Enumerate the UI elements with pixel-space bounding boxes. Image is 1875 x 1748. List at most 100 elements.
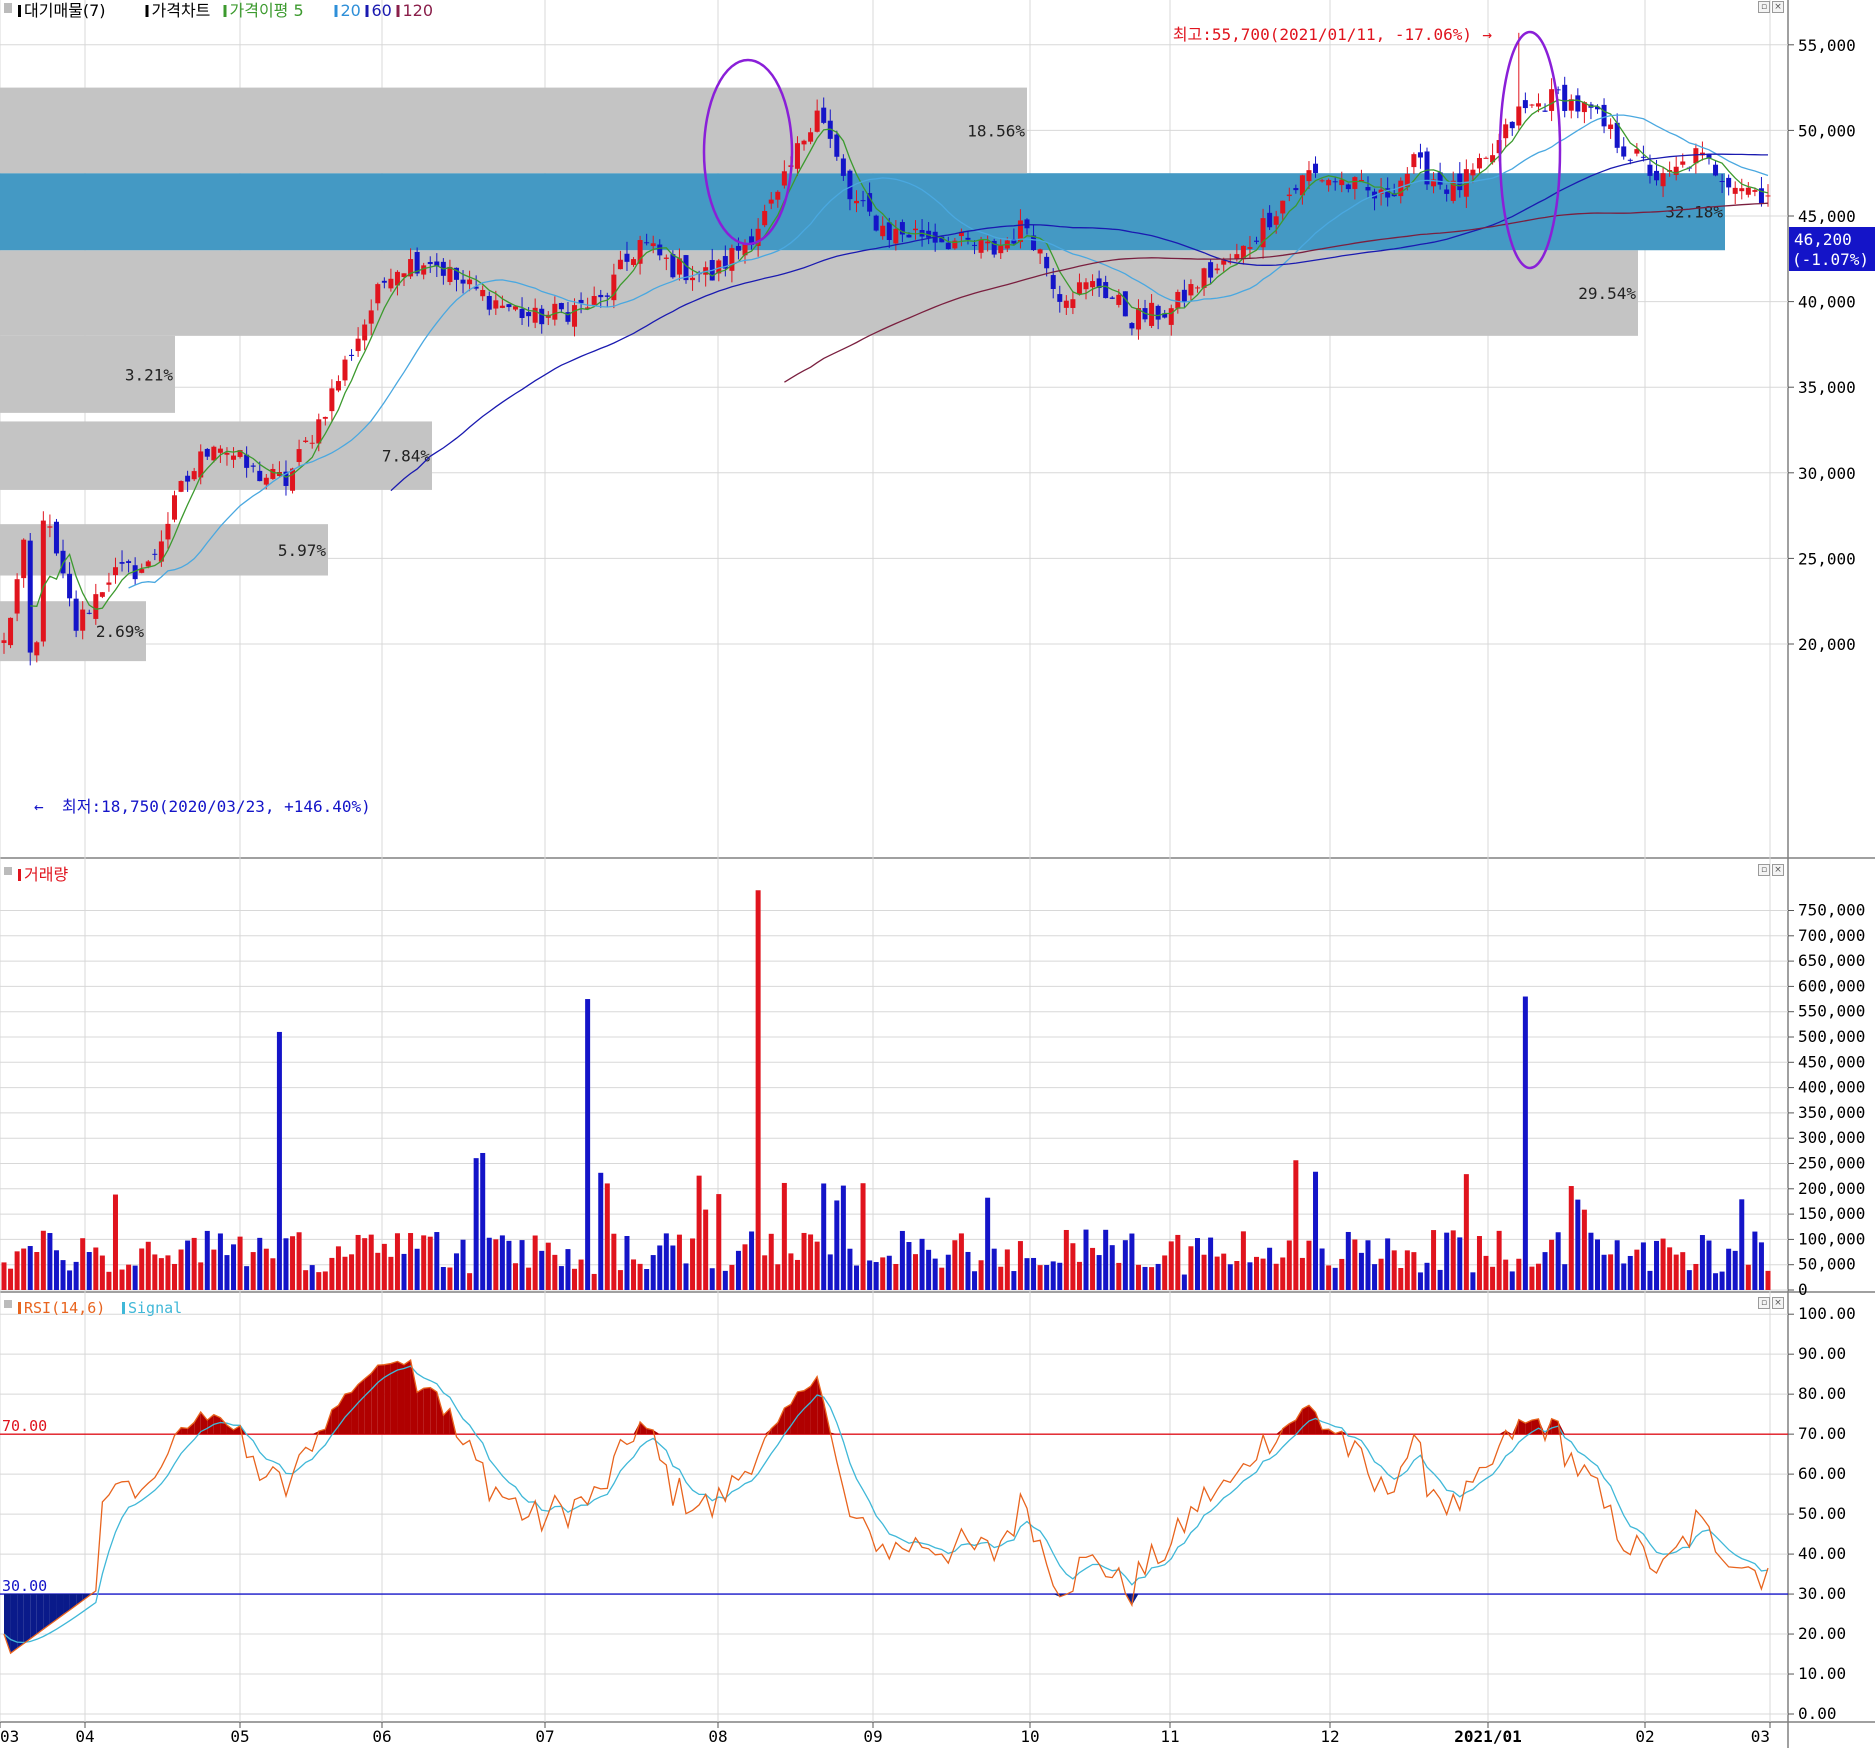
rsi-overbought-fill [410, 1360, 418, 1435]
candle-body [408, 259, 414, 277]
candle-body [178, 481, 184, 492]
price-panel-close-button[interactable]: × [1772, 1, 1784, 13]
volume-bar [1227, 1264, 1233, 1290]
volume-bar [237, 1236, 243, 1290]
volume-bar [532, 1235, 538, 1290]
volume-tick-label: 400,000 [1798, 1078, 1865, 1097]
candle-body [873, 215, 879, 231]
rsi-oversold-fill [63, 1594, 70, 1615]
volume-bar [204, 1230, 210, 1290]
ma5-line [30, 99, 1769, 610]
volume-bar [1588, 1232, 1594, 1290]
volume-bar [198, 1262, 204, 1290]
volume-bar [716, 1194, 722, 1290]
volume-bar [178, 1249, 184, 1290]
candle-body [611, 274, 617, 301]
volume-bar [1365, 1240, 1371, 1290]
candle-body [1660, 173, 1666, 187]
rsi-panel-close-button[interactable]: × [1772, 1297, 1784, 1309]
volume-bar [631, 1259, 637, 1290]
highlight-circle [702, 58, 794, 246]
volume-bar [1745, 1264, 1751, 1290]
volume-bar [1667, 1247, 1673, 1290]
volume-bar [998, 1266, 1004, 1290]
candle-body [604, 295, 610, 297]
volume-bar [867, 1260, 873, 1290]
rsi-overbought-fill [830, 1432, 837, 1435]
candle-body [978, 239, 984, 253]
candle-body [683, 255, 689, 281]
candle-body [1509, 121, 1515, 129]
volume-bar [545, 1242, 551, 1290]
candle-body [1168, 308, 1174, 325]
volume-bar [1522, 996, 1528, 1290]
volume-bar [1096, 1255, 1102, 1290]
volume-bar [349, 1254, 355, 1290]
volume-bar [231, 1244, 237, 1290]
candle-body [808, 132, 814, 142]
candle-body [1457, 173, 1463, 191]
rsi-overbought-fill [1302, 1405, 1309, 1435]
candle-body [1332, 181, 1338, 183]
candle-body [572, 305, 578, 327]
candle-body [237, 450, 243, 457]
volume-bar [80, 1238, 86, 1290]
volume-bar [794, 1259, 800, 1290]
candle-body [506, 304, 512, 308]
candle-body [585, 307, 591, 309]
volume-bar [145, 1241, 151, 1290]
price-tick-label: 35,000 [1798, 378, 1856, 397]
volume-bar [808, 1234, 814, 1290]
rsi-tick-label: 60.00 [1798, 1464, 1846, 1483]
low-arrow: ← [34, 797, 44, 816]
volume-panel-minimize-button[interactable]: ▫ [1758, 864, 1770, 876]
rsi-overbought-fill [1525, 1420, 1532, 1435]
volume-profile-percent: 29.54% [1578, 284, 1636, 303]
rsi-panel-minimize-button[interactable]: ▫ [1758, 1297, 1770, 1309]
volume-bar [126, 1264, 132, 1290]
rsi-overbought-fill [1282, 1423, 1290, 1435]
volume-profile-percent: 2.69% [96, 622, 145, 641]
candle-body [1057, 294, 1063, 302]
volume-bar [394, 1233, 400, 1290]
candle-body [1247, 247, 1253, 249]
x-tick-label: 02 [1635, 1727, 1654, 1746]
candle-body [1273, 216, 1279, 225]
volume-bar [768, 1233, 774, 1290]
rsi-overbought-fill [233, 1425, 241, 1435]
candle-body [591, 296, 597, 305]
volume-bar [637, 1263, 643, 1290]
volume-bar [880, 1257, 886, 1290]
volume-bar [40, 1230, 46, 1290]
volume-bar [316, 1272, 322, 1290]
volume-bar [14, 1251, 20, 1290]
candle-body [309, 442, 315, 444]
volume-bar [945, 1254, 951, 1290]
candle-body [191, 471, 197, 480]
volume-bar [1673, 1254, 1679, 1290]
candle-body [775, 191, 781, 200]
volume-bar [670, 1245, 676, 1290]
volume-tick-label: 500,000 [1798, 1027, 1865, 1046]
volume-tick-label: 750,000 [1798, 901, 1865, 920]
volume-bar [152, 1254, 158, 1290]
volume-bar [886, 1255, 892, 1290]
volume-bar [191, 1237, 197, 1290]
candle-body [290, 468, 296, 491]
candle-body [1719, 181, 1725, 183]
candle-body [1070, 299, 1076, 308]
rsi-overbought-fill [653, 1429, 660, 1435]
price-panel-minimize-button[interactable]: ▫ [1758, 1, 1770, 13]
volume-panel-close-button[interactable]: × [1772, 864, 1784, 876]
rsi-overbought-fill [640, 1421, 647, 1435]
candle-body [1437, 172, 1443, 185]
candle-body [1549, 89, 1555, 111]
current-change-label: (-1.07%) [1792, 250, 1869, 269]
rsi-overbought-fill [397, 1361, 405, 1435]
volume-bar [1535, 1263, 1541, 1290]
volume-bar [467, 1273, 473, 1290]
candle-body [926, 230, 932, 238]
candle-body [558, 303, 564, 310]
volume-bar [1109, 1245, 1115, 1290]
candle-body [552, 303, 558, 320]
